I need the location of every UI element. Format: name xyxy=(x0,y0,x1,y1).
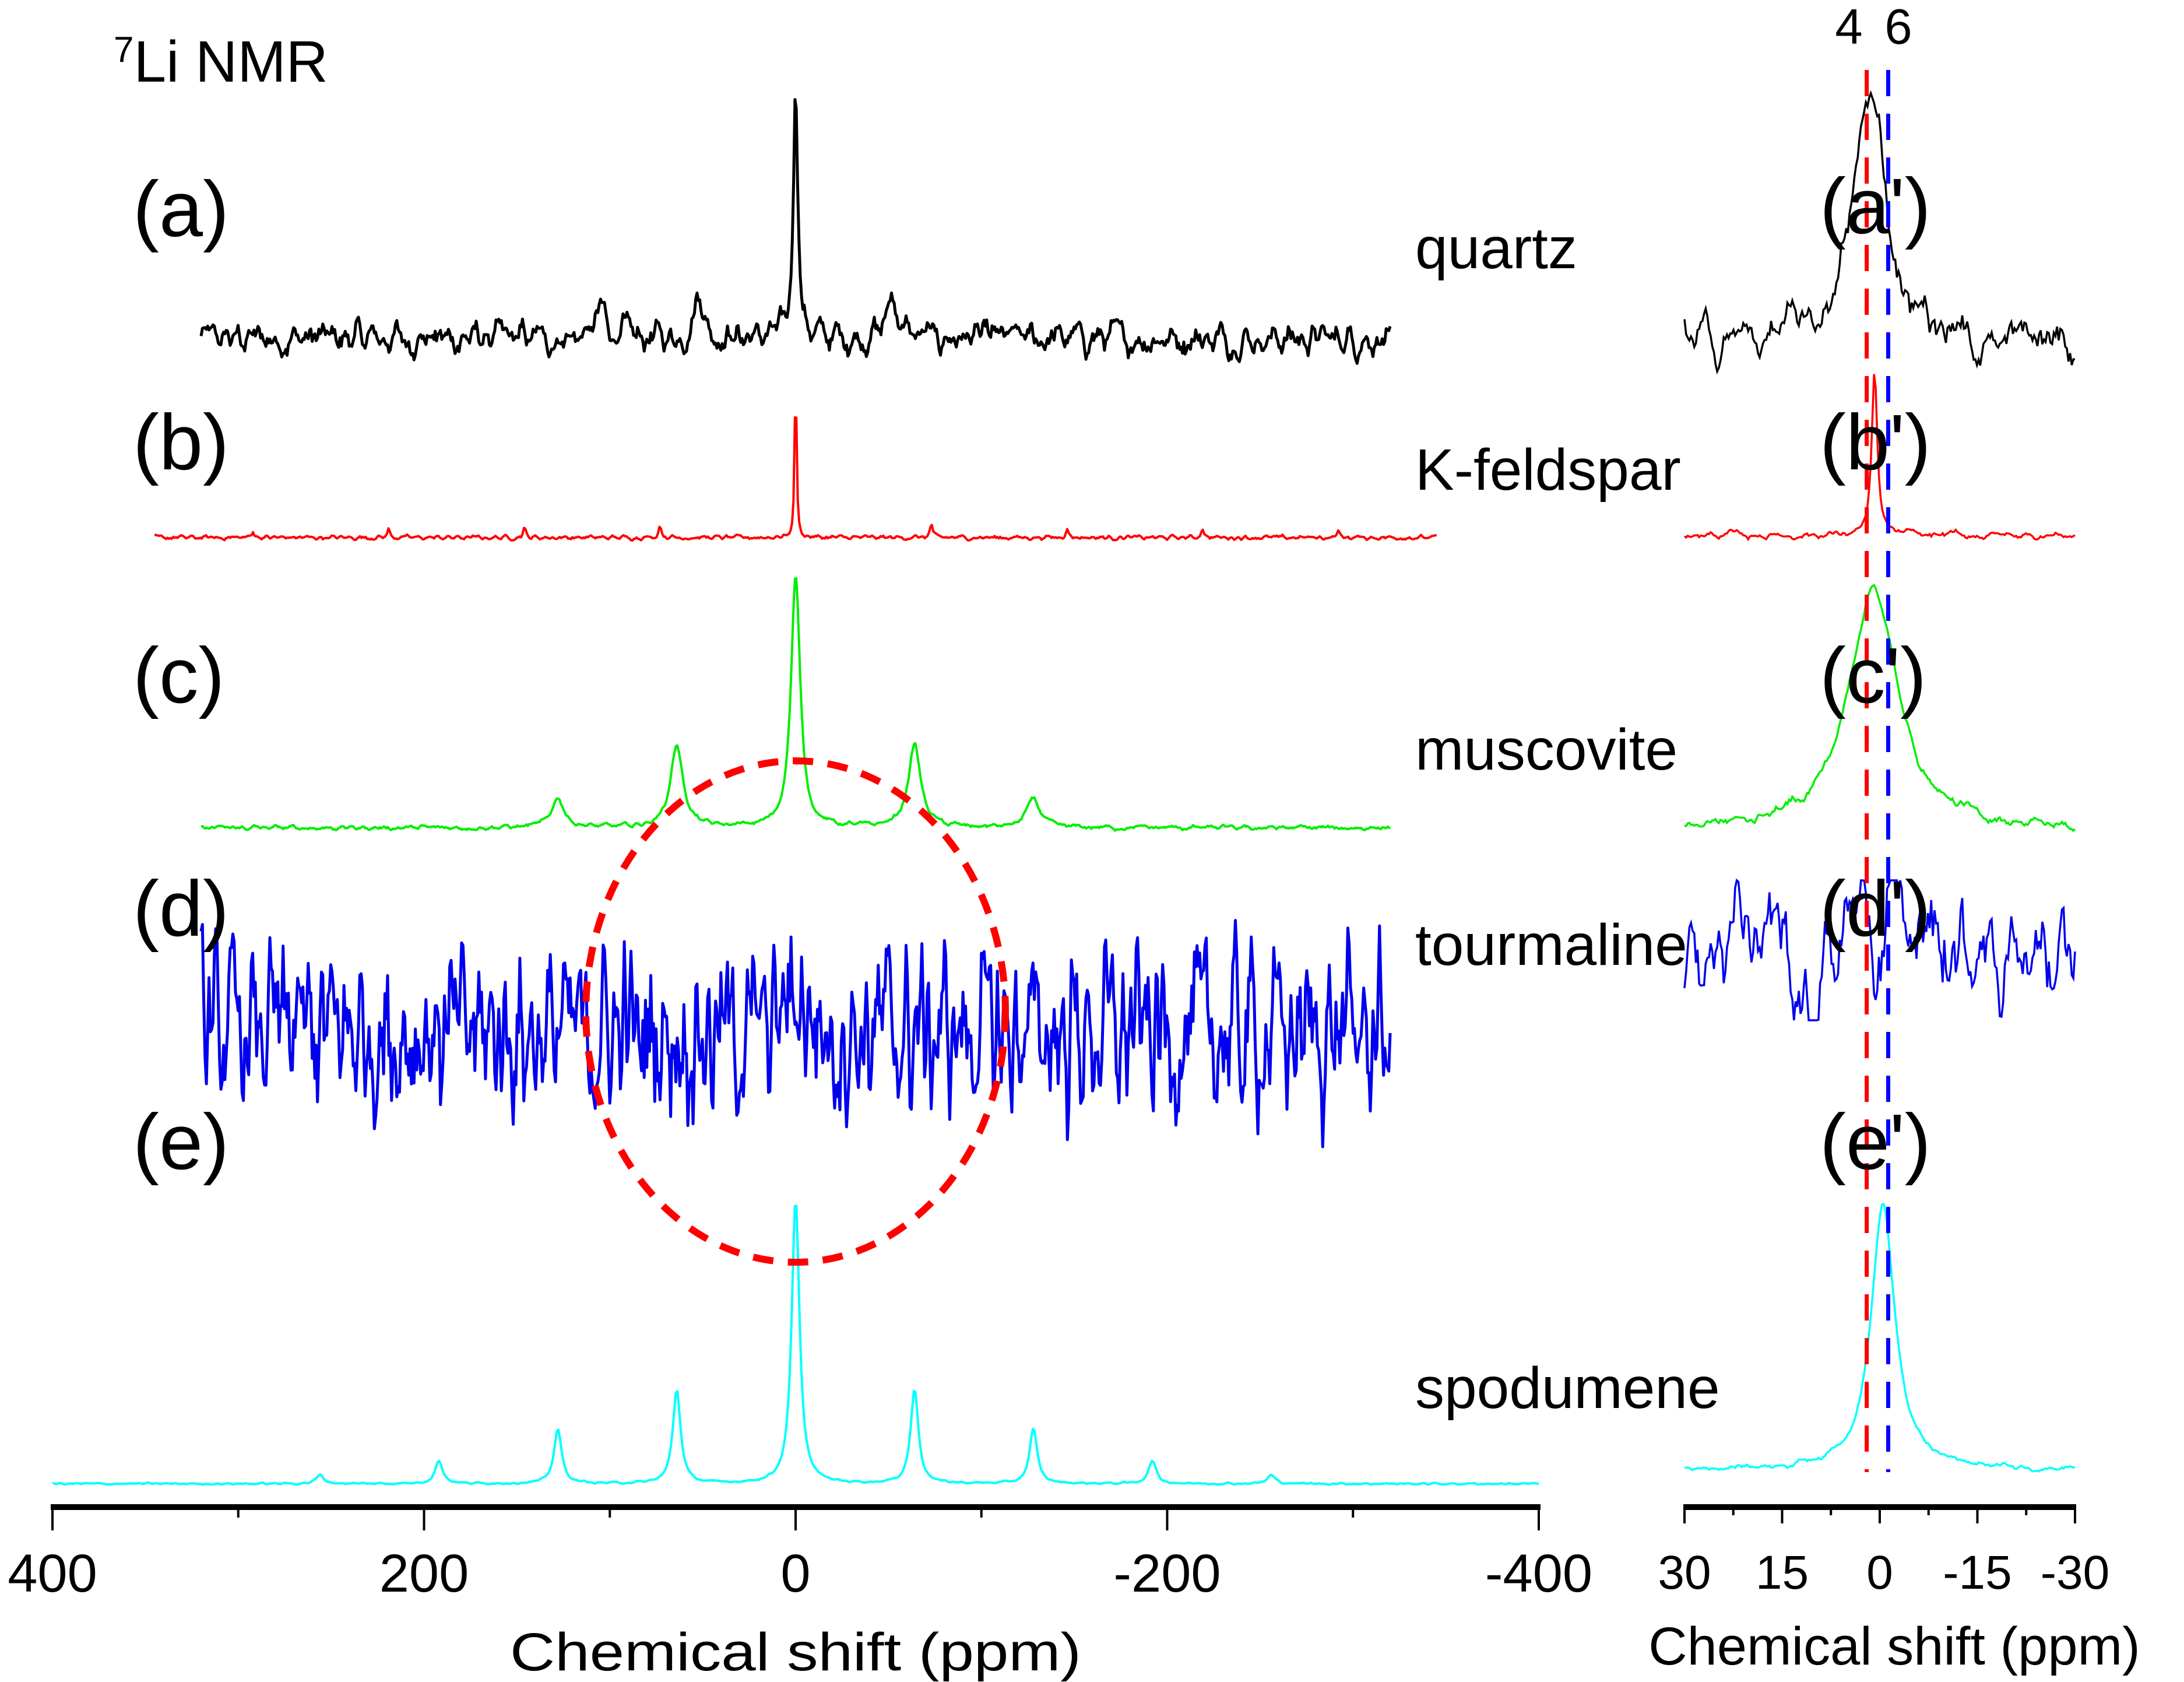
panel-label-b-prime: (b') xyxy=(1820,398,1931,486)
inset-tick-label: 15 xyxy=(1756,1546,1809,1599)
panel-label-a: (a) xyxy=(133,165,229,253)
spectrum-quartz xyxy=(199,98,1392,365)
main-tick-label: 400 xyxy=(8,1544,97,1603)
inset-tick-label: 0 xyxy=(1866,1546,1893,1599)
title-superscript: 7 xyxy=(114,30,133,70)
panel-label-d: (d) xyxy=(133,865,229,953)
chart-title: 7Li NMR xyxy=(114,29,328,94)
ref-label-4: 4 xyxy=(1835,0,1862,55)
inset-spectrum-tourmaline xyxy=(1683,878,2076,1021)
panel-label-e: (e) xyxy=(133,1098,229,1186)
panel-label-c: (c) xyxy=(133,631,224,719)
series-name-tourmaline: tourmaline xyxy=(1415,912,1687,978)
inset-spectrum-k-feldspar xyxy=(1683,374,2076,542)
spectrum-k-feldspar xyxy=(154,416,1437,542)
inset-spectrum-quartz xyxy=(1683,90,2075,375)
spectrum-tourmaline xyxy=(199,919,1392,1149)
inset-tick-label: 30 xyxy=(1658,1546,1711,1599)
main-tick-label: 200 xyxy=(379,1544,469,1603)
main-tick-label: -400 xyxy=(1485,1544,1592,1603)
title-main: Li NMR xyxy=(133,29,328,94)
main-spectra-plot: 400 200 0 -200 -400 xyxy=(8,98,1592,1603)
panel-label-a-prime: (a') xyxy=(1820,162,1931,250)
panel-label-c-prime: (c') xyxy=(1820,631,1926,719)
series-name-k-feldspar: K-feldspar xyxy=(1415,437,1681,503)
main-x-axis-title: Chemical shift (ppm) xyxy=(510,1623,1081,1682)
main-tick-label: 0 xyxy=(780,1544,810,1603)
series-name-muscovite: muscovite xyxy=(1415,717,1677,782)
spectrum-spodumene xyxy=(52,1205,1539,1486)
main-tick-label: -200 xyxy=(1113,1544,1221,1603)
ref-label-6: 6 xyxy=(1884,0,1912,55)
panel-label-b: (b) xyxy=(133,398,229,486)
inset-tick-label: -30 xyxy=(2041,1546,2110,1599)
inset-tick-label: -15 xyxy=(1943,1546,2012,1599)
inset-spectra-plot: 30 15 0 -15 -30 xyxy=(1658,70,2109,1599)
spectrum-muscovite xyxy=(201,577,1391,832)
highlight-ellipse xyxy=(582,757,1009,1266)
panel-label-d-prime: (d') xyxy=(1820,865,1931,953)
inset-x-axis-title: Chemical shift (ppm) xyxy=(1648,1617,2140,1676)
panel-label-e-prime: (e') xyxy=(1820,1098,1931,1186)
series-name-spodumene: spodumene xyxy=(1415,1356,1720,1421)
series-name-quartz: quartz xyxy=(1415,216,1577,281)
inset-spectrum-spodumene xyxy=(1684,1203,2076,1473)
inset-spectrum-muscovite xyxy=(1684,584,2076,833)
